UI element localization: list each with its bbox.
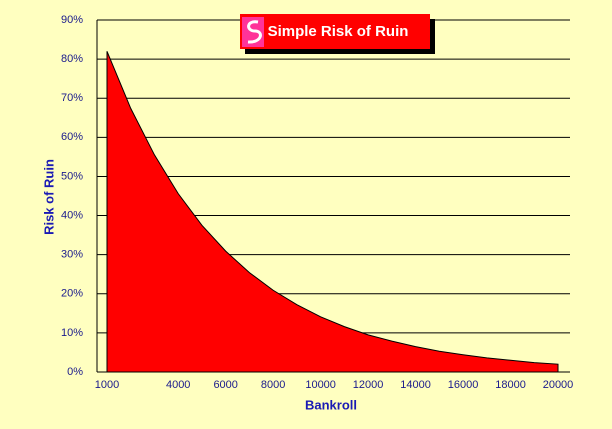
title-icon [242,17,264,47]
y-tick-label: 70% [61,92,83,104]
x-tick-label: 14000 [400,379,431,391]
y-tick-label: 60% [61,131,83,143]
area [106,51,559,373]
y-tick-label: 50% [61,170,83,182]
chart-title: Simple Risk of Ruin [268,23,409,40]
y-tick-label: 40% [61,209,83,221]
x-tick-label: 20000 [543,379,574,391]
y-axis-title: Risk of Ruin [41,159,56,235]
y-tick-label: 90% [61,14,83,26]
x-axis-title: Bankroll [305,397,357,412]
x-tick-label: 1000 [95,379,119,391]
x-tick-label: 10000 [305,379,336,391]
x-tick-label: 4000 [166,379,190,391]
y-tick-label: 30% [61,249,83,261]
x-tick-label: 16000 [448,379,479,391]
y-tick-label: 0% [67,366,83,378]
y-tick-label: 20% [61,288,83,300]
x-tick-label: 6000 [213,379,237,391]
y-tick-label: 80% [61,53,83,65]
title-box [240,14,430,49]
y-tick-label: 10% [61,327,83,339]
x-tick-label: 8000 [261,379,285,391]
x-tick-label: 18000 [495,379,526,391]
x-tick-label: 12000 [353,379,384,391]
